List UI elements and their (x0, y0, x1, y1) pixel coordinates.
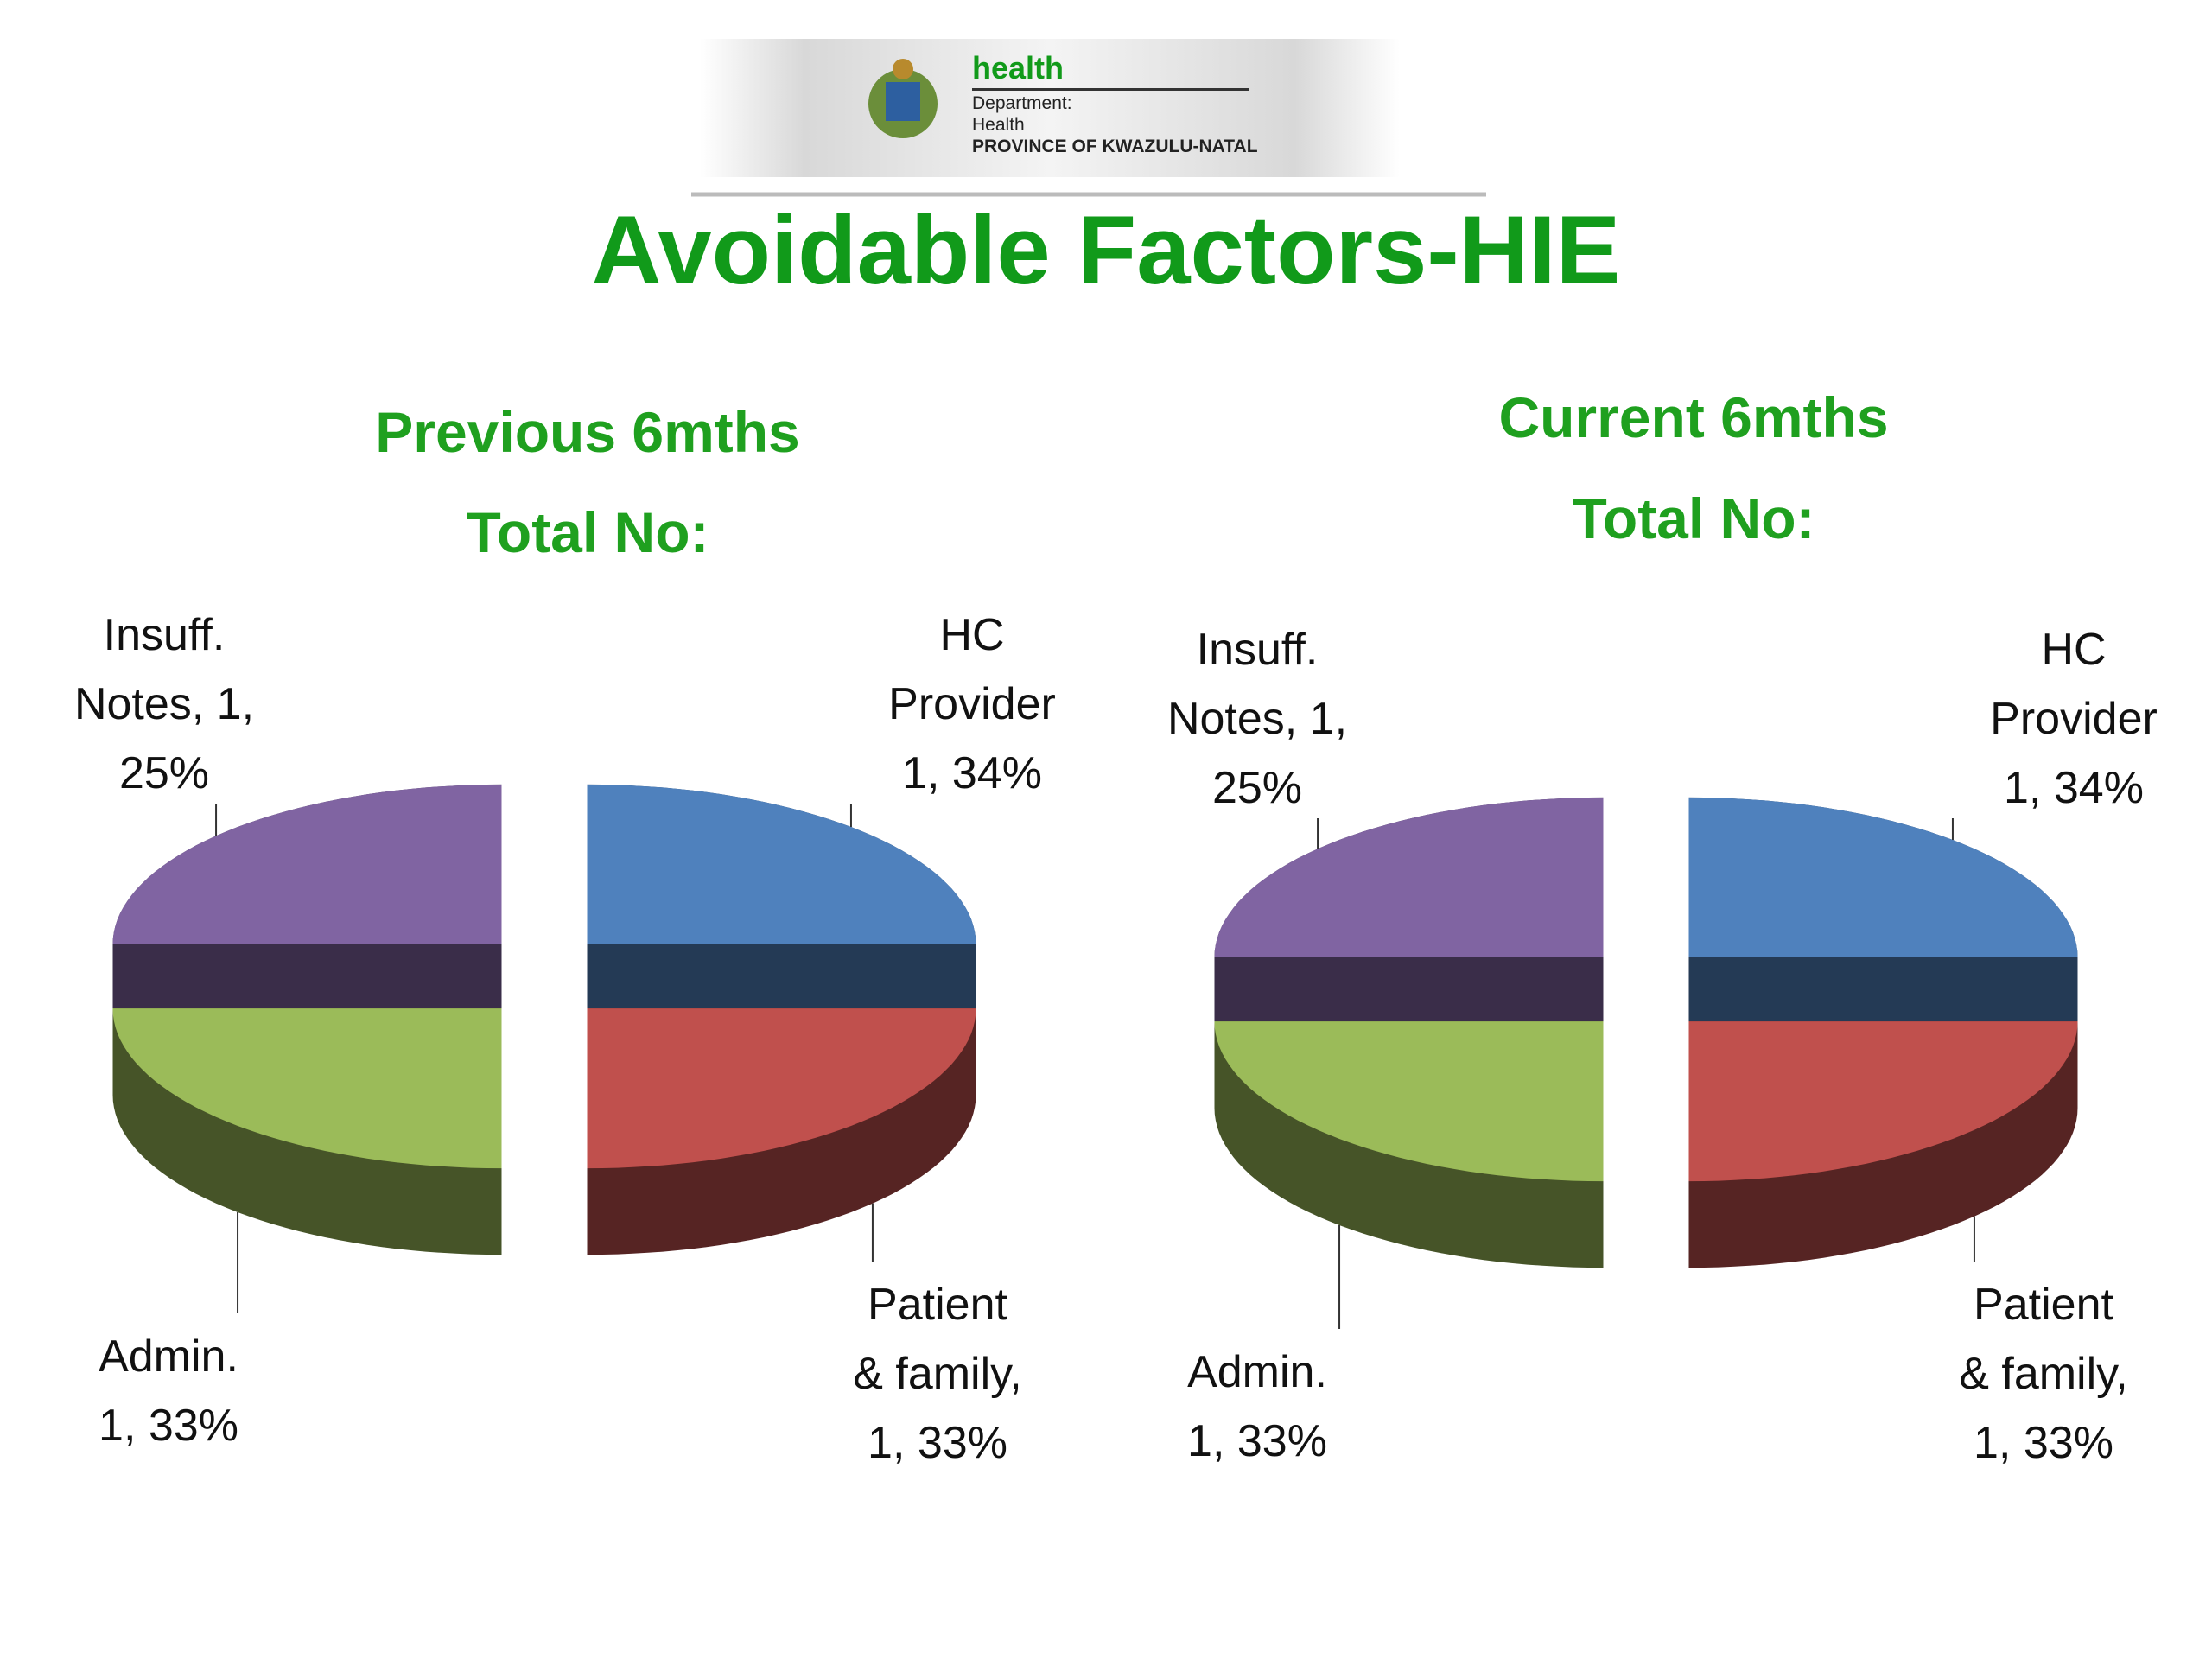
data-label: HC Provider 1, 34% (1990, 625, 2158, 813)
logo-line: Health (972, 115, 1025, 135)
slide-title: Avoidable Factors-HIE (591, 196, 1621, 304)
pie-slice (1214, 797, 1604, 957)
logo-rule (972, 88, 1249, 91)
chart-title: Current 6mths (1498, 385, 1889, 449)
logo-name: health (972, 50, 1065, 86)
chart-title: Previous 6mths (375, 400, 800, 464)
logo-line: PROVINCE OF KWAZULU-NATAL (972, 137, 1258, 156)
data-label: Patient & family, 1, 33% (1959, 1280, 2128, 1468)
pie-slice (112, 784, 502, 944)
pie-slice (1214, 1021, 1604, 1182)
data-label: Insuff. Notes, 1, 25% (1166, 625, 1348, 813)
pie-slice (587, 1008, 976, 1169)
logo-banner (700, 39, 1400, 177)
data-label: Admin. 1, 33% (99, 1332, 238, 1451)
chart-subtitle: Total No: (466, 500, 709, 564)
chart-subtitle: Total No: (1572, 486, 1815, 550)
data-label: Insuff. Notes, 1, 25% (73, 610, 255, 798)
coat-of-arms (868, 59, 938, 138)
data-label: Admin. 1, 33% (1187, 1347, 1327, 1466)
pie-slice (587, 784, 976, 944)
pie-slice (1688, 1021, 2078, 1182)
pie-slice (1688, 797, 2078, 957)
data-label: HC Provider 1, 34% (888, 610, 1056, 798)
pie-slice (112, 1008, 502, 1169)
data-label: Patient & family, 1, 33% (853, 1280, 1022, 1468)
logo-line: Department: (972, 93, 1072, 113)
